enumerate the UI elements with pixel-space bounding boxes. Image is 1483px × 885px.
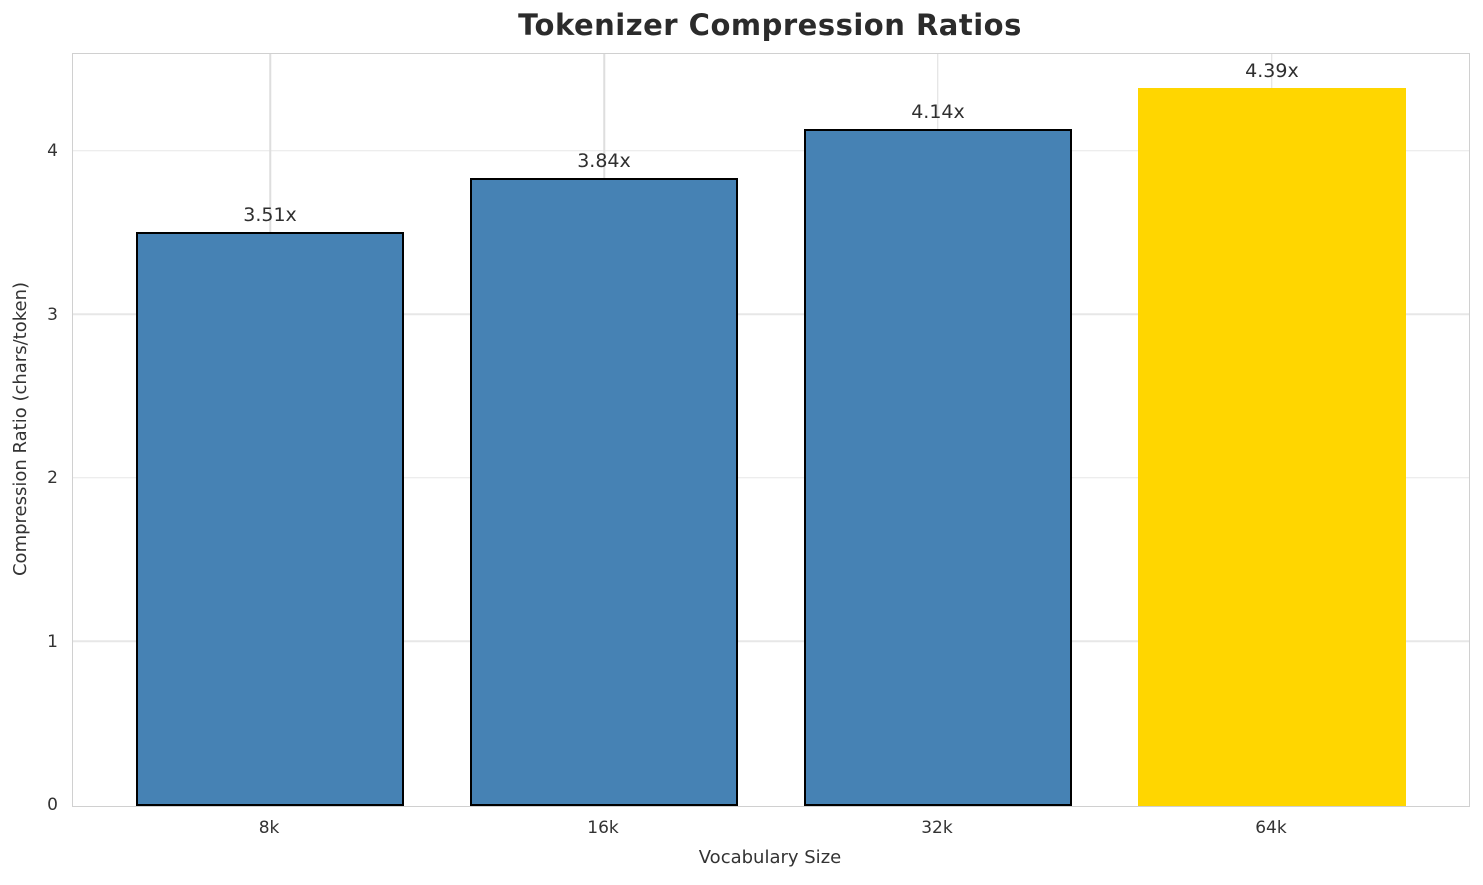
bar-8k [136, 232, 404, 806]
bar-value-label: 4.39x [1245, 60, 1299, 83]
chart-title: Tokenizer Compression Ratios [518, 8, 1022, 42]
x-axis-label: Vocabulary Size [698, 847, 842, 868]
bar-value-label: 3.84x [577, 150, 631, 173]
x-tick-label-64k: 64k [1255, 818, 1287, 838]
y-tick-label: 1 [47, 631, 58, 652]
horizontal-gridline [73, 313, 1469, 315]
bar-16k [470, 178, 738, 806]
y-tick-label: 0 [47, 795, 58, 815]
y-tick-label: 2 [47, 468, 58, 489]
x-tick-label-32k: 32k [921, 818, 953, 838]
x-tick-label-16k: 16k [587, 818, 619, 838]
plot-area: 3.51x 3.84x 4.14x 4.39x [72, 53, 1470, 807]
horizontal-gridline [73, 149, 1469, 152]
y-tick-label: 4 [47, 141, 58, 162]
bar-64k [1138, 88, 1406, 806]
x-tick-label-8k: 8k [258, 818, 280, 838]
horizontal-gridline [73, 476, 1469, 479]
horizontal-gridline [73, 640, 1469, 642]
bar-value-label: 4.14x [911, 101, 965, 124]
y-axis-tick-labels: 0 1 2 3 4 [0, 53, 72, 815]
bar-value-label: 3.51x [243, 204, 297, 227]
bar-32k [804, 129, 1072, 806]
y-axis-label: Compression Ratio (chars/token) [10, 281, 31, 577]
y-tick-label: 3 [47, 304, 58, 325]
